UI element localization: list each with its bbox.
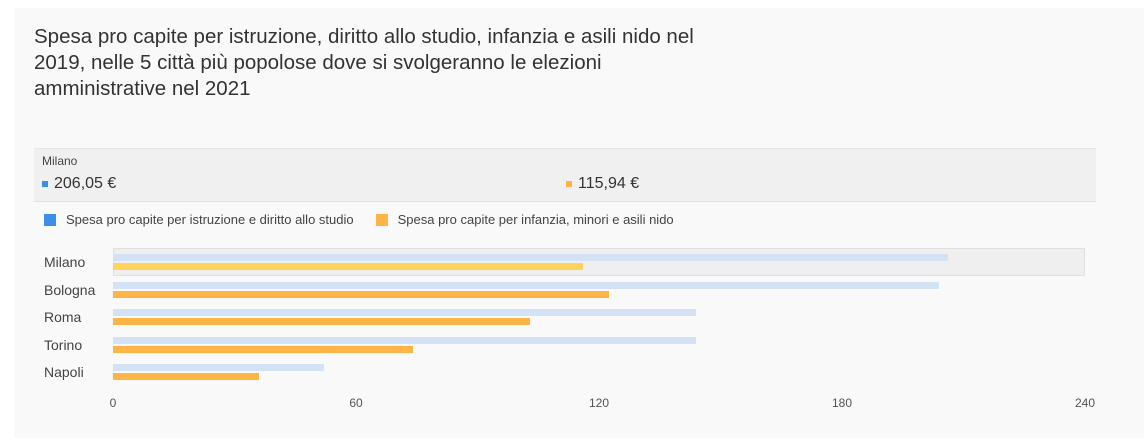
- legend-item-infanzia[interactable]: Spesa pro capite per infanzia, minori e …: [375, 212, 674, 227]
- bar-infanzia[interactable]: [113, 290, 610, 298]
- category-label: Milano: [44, 254, 86, 270]
- hover-tooltip: Milano 206,05 € 115,94 €: [34, 148, 1096, 202]
- bar-row-torino[interactable]: [113, 331, 1085, 359]
- x-tick-label: 120: [588, 396, 610, 410]
- bar-istruzione[interactable]: [113, 254, 948, 261]
- bar-infanzia[interactable]: [113, 318, 531, 325]
- highlighted-row: [113, 248, 1085, 276]
- bar-istruzione[interactable]: [113, 364, 324, 371]
- bar-row-roma[interactable]: [113, 303, 1085, 331]
- category-label: Torino: [44, 336, 83, 353]
- tooltip-city: Milano: [42, 154, 78, 168]
- bar-infanzia[interactable]: [113, 373, 259, 380]
- bar-istruzione[interactable]: [113, 336, 697, 344]
- tooltip-value-infanzia: 115,94 €: [566, 175, 639, 193]
- x-tick-label: 240: [1074, 396, 1096, 410]
- legend: Spesa pro capite per istruzione e diritt…: [44, 212, 696, 227]
- category-label: Roma: [44, 309, 82, 325]
- square-marker-icon: [566, 181, 572, 187]
- x-tick-label: 60: [349, 396, 363, 410]
- legend-swatch-icon: [44, 213, 56, 226]
- square-marker-icon: [42, 181, 48, 187]
- category-label: Napoli: [44, 364, 84, 380]
- bar-row-milano[interactable]: [113, 248, 1085, 276]
- legend-swatch-icon: [375, 213, 388, 226]
- x-tick-label: 0: [109, 396, 117, 410]
- x-tick-label: 180: [831, 396, 853, 410]
- category-label: Bologna: [44, 281, 96, 298]
- bar-infanzia[interactable]: [113, 345, 413, 353]
- bar-row-napoli[interactable]: [113, 358, 1085, 386]
- chart-title: Spesa pro capite per istruzione, diritto…: [34, 25, 694, 100]
- bar-infanzia[interactable]: [113, 263, 583, 270]
- bar-istruzione[interactable]: [113, 281, 940, 289]
- bar-row-bologna[interactable]: [113, 276, 1085, 304]
- tooltip-value-istruzione: 206,05 €: [42, 175, 116, 193]
- legend-item-istruzione[interactable]: Spesa pro capite per istruzione e diritt…: [44, 212, 354, 227]
- bar-istruzione[interactable]: [113, 309, 697, 316]
- plot-area: [113, 248, 1085, 388]
